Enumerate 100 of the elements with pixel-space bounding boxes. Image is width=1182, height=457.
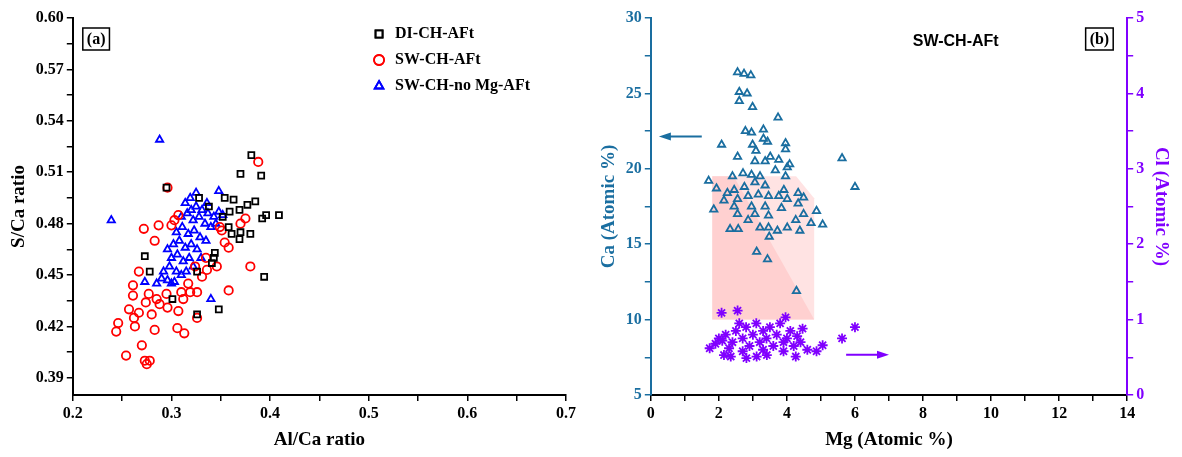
x-tick-label: 10: [983, 403, 1000, 421]
point: [787, 340, 800, 352]
y-axis-title: S/Ca ratio: [7, 165, 29, 248]
y-tick-label: 15: [625, 234, 642, 252]
point: [183, 228, 193, 237]
point: [275, 211, 283, 219]
point: [182, 208, 192, 217]
point: [247, 151, 256, 159]
legend-label: SW-CH-AFt: [395, 50, 482, 68]
y-tick-label: 0.48: [35, 213, 64, 231]
point: [176, 287, 187, 298]
point: [779, 311, 792, 324]
point: [743, 340, 756, 352]
point: [186, 204, 196, 213]
point: [129, 321, 141, 332]
point: [174, 235, 184, 244]
point: [154, 299, 165, 310]
y-tick-label: 5: [633, 385, 642, 403]
point: [214, 185, 224, 195]
y-tick-label: 25: [625, 83, 642, 101]
point: [211, 218, 221, 227]
annotation: (a): [86, 30, 106, 49]
point: [193, 267, 201, 276]
point: [151, 293, 162, 305]
point: [197, 204, 207, 213]
point: [185, 287, 196, 298]
point: [224, 223, 233, 231]
point: [750, 350, 763, 363]
point: [724, 350, 737, 363]
point: [235, 218, 246, 229]
y-tick-label: 20: [625, 158, 642, 176]
point: [176, 269, 186, 279]
point: [177, 221, 187, 231]
point: [777, 345, 790, 358]
y-tick-label: 0.39: [35, 368, 64, 385]
point: [209, 211, 219, 220]
point: [253, 156, 264, 168]
y2-tick-label: 2: [1136, 234, 1145, 252]
y-tick-label: 0.60: [35, 8, 64, 26]
point: [164, 261, 175, 270]
x-tick-label: 0.3: [161, 403, 182, 421]
point: [178, 293, 189, 305]
point: [719, 328, 732, 341]
x-tick-label: 0.4: [260, 403, 281, 421]
point: [236, 170, 245, 178]
point: [801, 343, 814, 356]
point: [191, 287, 203, 298]
point: [201, 235, 211, 244]
legend-label: SW-CH-no Mg-AFt: [395, 76, 531, 95]
y2-tick-label: 4: [1136, 83, 1145, 101]
point: [172, 323, 183, 334]
point: [140, 297, 151, 308]
x-tick-label: 14: [1119, 403, 1136, 421]
point: [161, 288, 172, 299]
point: [740, 352, 753, 364]
point: [140, 252, 149, 261]
point: [149, 235, 160, 246]
y2-tick-label: 3: [1136, 158, 1145, 176]
point: [740, 321, 752, 334]
x-tick-label: 0.6: [457, 403, 478, 421]
point: [180, 242, 190, 251]
point: [781, 332, 793, 345]
point: [227, 230, 236, 238]
point: [181, 266, 191, 275]
point: [185, 192, 195, 201]
point: [195, 194, 203, 202]
x-tick-label: 6: [850, 403, 859, 421]
y2-axis-title: Cl (Atomic %): [1150, 146, 1173, 267]
point: [123, 304, 135, 315]
point: [205, 202, 213, 211]
point: [211, 261, 222, 272]
point: [145, 267, 154, 276]
point: [849, 321, 861, 334]
point: [836, 332, 848, 345]
point: [262, 211, 270, 219]
point: [111, 326, 122, 337]
y2-tick-label: 0: [1136, 385, 1145, 403]
point: [169, 215, 180, 226]
y-tick-label: 10: [625, 309, 642, 327]
point: [153, 220, 164, 231]
point: [120, 350, 132, 361]
point: [195, 232, 205, 241]
point: [141, 359, 152, 370]
point: [159, 266, 169, 275]
point: [140, 276, 150, 285]
point: [180, 197, 190, 207]
x-tick-label: 0.7: [556, 403, 576, 421]
point: [106, 215, 116, 224]
y2-tick-label: 5: [1136, 8, 1145, 26]
point: [715, 306, 728, 319]
point: [750, 317, 763, 330]
point: [777, 336, 790, 349]
point: [136, 340, 147, 351]
point: [736, 332, 749, 345]
point: [816, 339, 829, 352]
x-axis-title: Al/Ca ratio: [273, 427, 366, 449]
y-tick-label: 0.57: [35, 59, 64, 77]
point: [149, 324, 160, 335]
point: [236, 228, 245, 237]
point: [229, 195, 238, 204]
